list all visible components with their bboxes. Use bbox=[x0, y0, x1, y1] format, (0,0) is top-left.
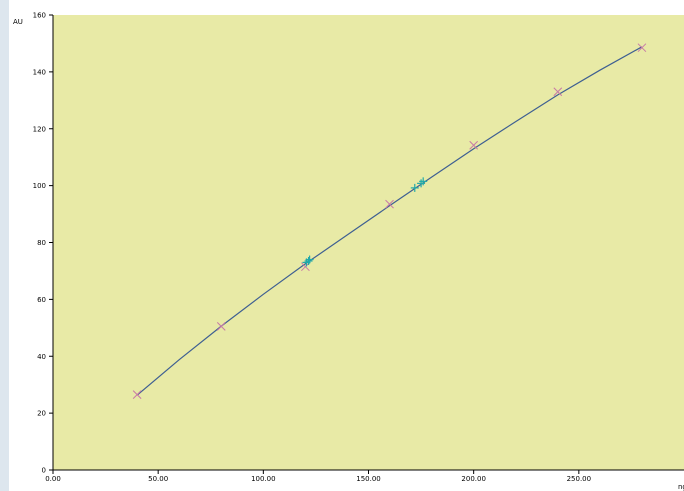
window-left-strip bbox=[0, 0, 9, 491]
points-layer bbox=[132, 43, 647, 399]
sample-point bbox=[304, 256, 313, 265]
y-axis-label: AU bbox=[13, 18, 23, 26]
x-tick-label: 150.00 bbox=[356, 475, 381, 483]
plot-area bbox=[53, 15, 684, 470]
x-axis-label: ng bbox=[678, 483, 684, 491]
standard-point bbox=[637, 43, 647, 53]
point-stroke bbox=[216, 322, 226, 331]
point-stroke bbox=[637, 43, 647, 53]
point-stroke bbox=[553, 87, 563, 97]
x-tick-label: 100.00 bbox=[251, 475, 276, 483]
standard-point bbox=[132, 390, 142, 399]
y-axis: 0 20 40 60 80 100 120 140 160 bbox=[33, 12, 54, 475]
point-stroke bbox=[469, 140, 479, 150]
sample-point bbox=[410, 183, 419, 192]
y-tick-label: 80 bbox=[37, 239, 46, 247]
x-tick-label: 200.00 bbox=[461, 475, 486, 483]
x-axis: 0.00 50.00 100.00 150.00 200.00 250.00 bbox=[45, 469, 684, 483]
standard-point bbox=[216, 322, 226, 331]
sample-point bbox=[419, 177, 428, 186]
sample-point bbox=[305, 255, 314, 264]
y-tick-label: 100 bbox=[33, 182, 46, 190]
y-tick-label: 140 bbox=[33, 68, 46, 76]
point-stroke bbox=[132, 390, 142, 399]
x-tick-label: 250.00 bbox=[567, 475, 592, 483]
y-tick-label: 60 bbox=[37, 296, 46, 304]
y-tick-label: 20 bbox=[37, 410, 46, 418]
y-tick-label: 120 bbox=[33, 125, 46, 133]
standard-point bbox=[553, 87, 563, 97]
x-tick-label: 50.00 bbox=[148, 475, 168, 483]
y-tick-label: 40 bbox=[37, 353, 46, 361]
y-tick-label: 160 bbox=[33, 12, 46, 20]
y-tick-label: 0 bbox=[42, 467, 46, 475]
point-stroke bbox=[385, 199, 394, 209]
standard-point bbox=[385, 199, 394, 209]
standard-point bbox=[469, 140, 479, 150]
x-tick-label: 0.00 bbox=[45, 475, 61, 483]
